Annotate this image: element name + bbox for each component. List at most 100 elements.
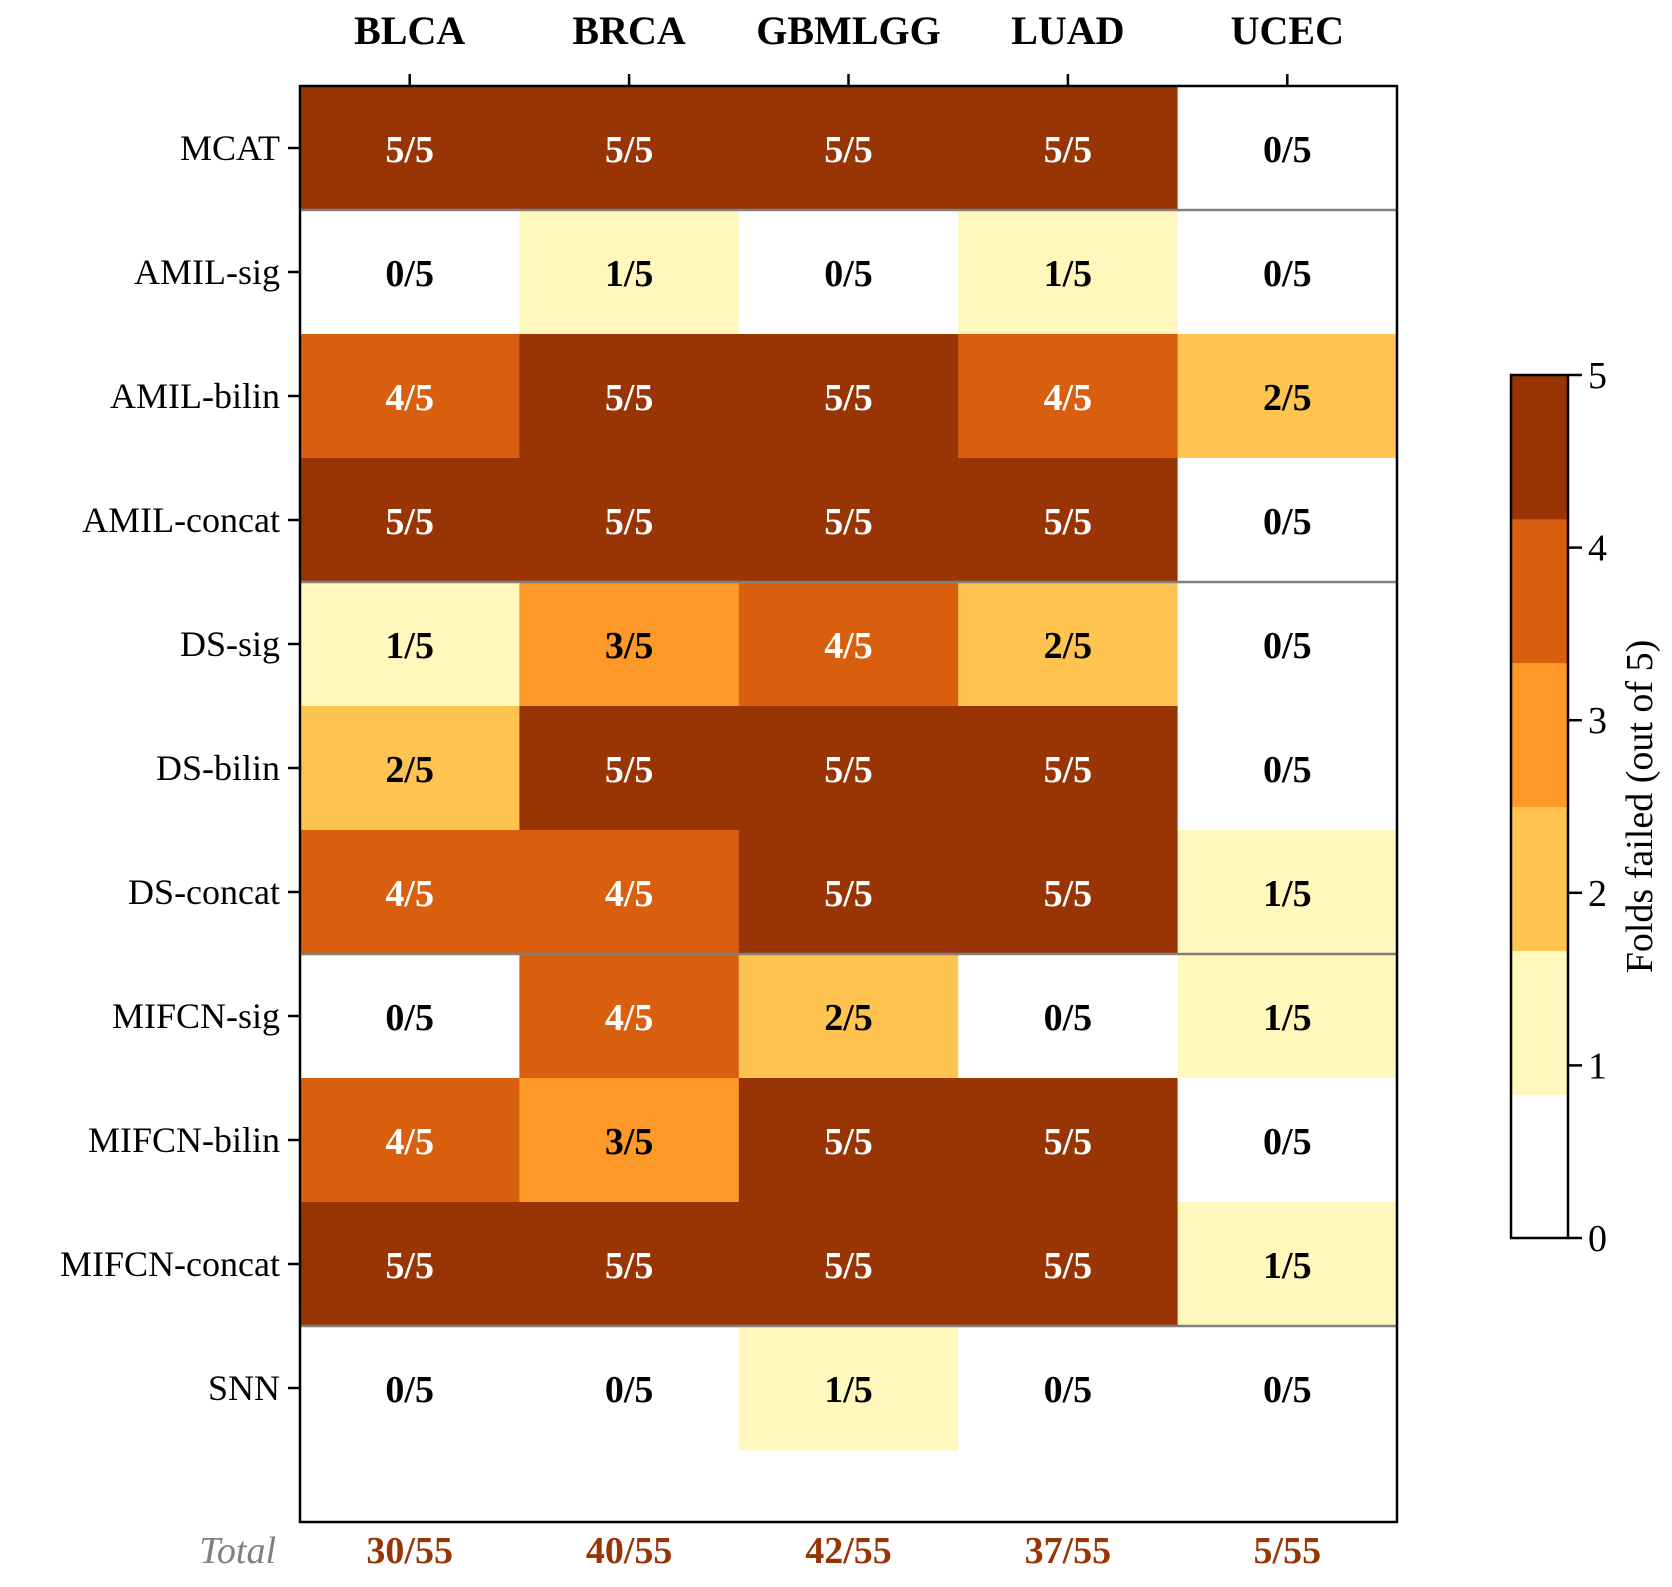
colorbar-tick-label: 0 xyxy=(1588,1218,1607,1260)
cell-label: 4/5 xyxy=(1044,377,1093,419)
cell-label: 5/5 xyxy=(1044,1121,1093,1163)
heatmap-cell xyxy=(738,706,959,831)
colorbar-segment xyxy=(1511,1094,1568,1239)
cell-label: 1/5 xyxy=(1044,253,1093,295)
colorbar-segment xyxy=(1511,518,1568,664)
cell-label: 0/5 xyxy=(1263,1121,1312,1163)
colorbar-segment xyxy=(1511,662,1568,807)
cell-label: 5/5 xyxy=(1044,1245,1093,1287)
heatmap-cell xyxy=(738,334,959,459)
column-header: BRCA xyxy=(572,8,685,53)
heatmap-cell xyxy=(958,954,1179,1079)
cell-label: 2/5 xyxy=(1044,625,1093,667)
heatmap-cell xyxy=(300,954,520,1079)
heatmap-cell xyxy=(738,1202,959,1327)
column-total: 37/55 xyxy=(1025,1530,1112,1572)
heatmap-cell xyxy=(300,334,520,459)
heatmap-cell xyxy=(1177,334,1398,459)
cell-label: 0/5 xyxy=(385,997,434,1039)
cell-label: 0/5 xyxy=(1263,129,1312,171)
row-label: MCAT xyxy=(180,128,280,168)
heatmap-cell xyxy=(958,582,1179,707)
column-header: BLCA xyxy=(354,8,465,53)
cell-label: 5/5 xyxy=(385,501,434,543)
cell-label: 4/5 xyxy=(824,625,873,667)
heatmap-cell xyxy=(519,706,740,831)
heatmap-cell xyxy=(738,210,959,335)
heatmap-cell xyxy=(738,1078,959,1203)
cell-label: 0/5 xyxy=(385,1369,434,1411)
colorbar-tick-label: 2 xyxy=(1588,873,1607,915)
cell-label: 3/5 xyxy=(605,625,654,667)
heatmap-cell xyxy=(738,458,959,583)
cell-label: 5/5 xyxy=(385,1245,434,1287)
row-label: DS-concat xyxy=(128,872,280,912)
row-label: AMIL-bilin xyxy=(110,376,280,416)
heatmap-cell xyxy=(300,582,520,707)
heatmap-cell xyxy=(958,830,1179,955)
heatmap-cell xyxy=(1177,458,1398,583)
cell-label: 0/5 xyxy=(385,253,434,295)
cell-label: 5/5 xyxy=(824,1121,873,1163)
heatmap-cell xyxy=(519,1078,740,1203)
colorbar-tick-label: 1 xyxy=(1588,1045,1607,1087)
cell-label: 5/5 xyxy=(1044,129,1093,171)
heatmap-cell xyxy=(300,830,520,955)
heatmap-cell xyxy=(519,210,740,335)
cell-label: 3/5 xyxy=(605,1121,654,1163)
row-label: MIFCN-concat xyxy=(60,1244,280,1284)
heatmap-cell xyxy=(958,1202,1179,1327)
cell-label: 0/5 xyxy=(1263,501,1312,543)
column-total: 5/55 xyxy=(1254,1530,1322,1572)
cell-label: 5/5 xyxy=(824,873,873,915)
cell-label: 5/5 xyxy=(824,129,873,171)
heatmap-cell xyxy=(1177,1202,1398,1327)
cell-label: 0/5 xyxy=(824,253,873,295)
heatmap-cell xyxy=(1177,582,1398,707)
heatmap-cell xyxy=(1177,954,1398,1079)
cell-label: 5/5 xyxy=(824,1245,873,1287)
heatmap-cell xyxy=(958,86,1179,211)
cell-label: 1/5 xyxy=(385,625,434,667)
row-label: AMIL-concat xyxy=(82,500,280,540)
cell-label: 5/5 xyxy=(1044,873,1093,915)
heatmap-cell xyxy=(519,1202,740,1327)
cell-label: 5/5 xyxy=(1044,749,1093,791)
column-header: UCEC xyxy=(1231,8,1344,53)
heatmap-cell xyxy=(738,582,959,707)
row-label: SNN xyxy=(208,1368,280,1408)
column-header: GBMLGG xyxy=(756,8,940,53)
heatmap-cell xyxy=(300,86,520,211)
heatmap-cell xyxy=(1177,210,1398,335)
cell-label: 0/5 xyxy=(1263,749,1312,791)
cell-label: 5/5 xyxy=(605,749,654,791)
cell-label: 4/5 xyxy=(385,1121,434,1163)
heatmap-cell xyxy=(1177,706,1398,831)
cell-label: 1/5 xyxy=(824,1369,873,1411)
cell-label: 5/5 xyxy=(824,377,873,419)
cell-label: 4/5 xyxy=(605,873,654,915)
cell-label: 5/5 xyxy=(1044,501,1093,543)
heatmap-cell xyxy=(958,706,1179,831)
cell-label: 0/5 xyxy=(1263,1369,1312,1411)
cell-label: 4/5 xyxy=(385,377,434,419)
cell-label: 1/5 xyxy=(1263,873,1312,915)
heatmap-cell xyxy=(738,954,959,1079)
heatmap-cell xyxy=(300,1078,520,1203)
cell-label: 5/5 xyxy=(605,129,654,171)
cell-label: 1/5 xyxy=(605,253,654,295)
cell-label: 5/5 xyxy=(605,377,654,419)
colorbar-segment xyxy=(1511,375,1568,520)
cell-label: 1/5 xyxy=(1263,997,1312,1039)
heatmap-cell xyxy=(958,210,1179,335)
colorbar-segment xyxy=(1511,950,1568,1095)
cell-label: 0/5 xyxy=(1263,625,1312,667)
cell-label: 0/5 xyxy=(1263,253,1312,295)
heatmap-cell xyxy=(1177,86,1398,211)
heatmap-cell xyxy=(300,1202,520,1327)
column-total: 30/55 xyxy=(366,1530,453,1572)
colorbar-tick-label: 4 xyxy=(1588,528,1607,570)
row-label: AMIL-sig xyxy=(134,252,280,292)
cell-label: 5/5 xyxy=(385,129,434,171)
colorbar-tick-label: 3 xyxy=(1588,700,1607,742)
